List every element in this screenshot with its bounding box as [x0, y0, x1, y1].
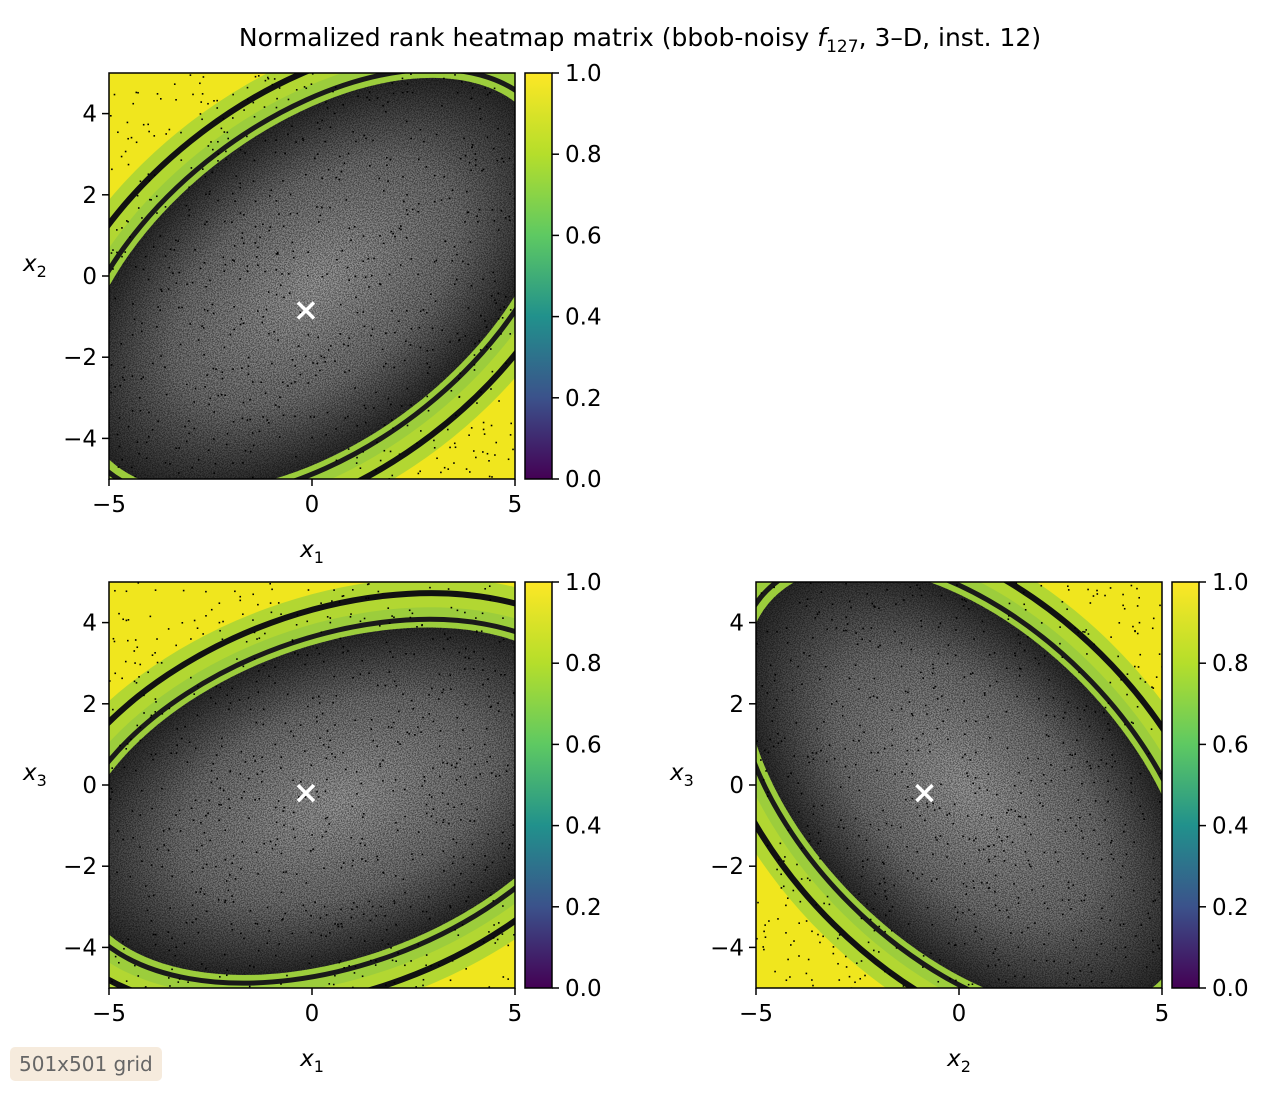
y-tick-label: 0 — [82, 773, 97, 799]
optimum-marker — [296, 783, 316, 803]
grid-size-badge: 501x501 grid — [10, 1047, 162, 1081]
x-tick-label: 5 — [1155, 1001, 1170, 1027]
noise-speckles — [109, 582, 515, 988]
y-tick-label: 2 — [82, 183, 97, 209]
y-axis-label: x3 — [22, 760, 47, 790]
colorbar-tick-label: 0.6 — [565, 732, 602, 758]
x-tick-label: 5 — [508, 492, 523, 518]
colorbar — [524, 72, 553, 480]
heatmap-image — [756, 582, 1162, 988]
basin-noise — [109, 627, 515, 975]
y-tick-label: 4 — [82, 611, 97, 637]
figure-title: Normalized rank heatmap matrix (bbob-noi… — [239, 23, 1041, 57]
basin-noise — [756, 582, 1162, 988]
colorbar-tick-label: 0.0 — [1212, 976, 1249, 1002]
y-tick-label: 4 — [729, 611, 744, 637]
colorbar-tick-label: 1.0 — [565, 570, 602, 596]
panel-x1-x2: −5 0 5 4 2 0 −2 −4 x1 x2 0.0 0.2 0.4 0.6 0.8 1.0 — [22, 61, 602, 567]
colorbar-tick-label: 0.4 — [565, 305, 602, 331]
colorbar-tick-label: 0.4 — [565, 814, 602, 840]
colorbar — [524, 581, 553, 989]
band-contour-outer — [756, 582, 1162, 988]
optimum-marker — [915, 783, 934, 803]
x-tick-label: 5 — [508, 1001, 523, 1027]
band-contour-inner — [109, 73, 515, 479]
x-tick-label: 0 — [305, 492, 320, 518]
y-tick-label: 2 — [729, 692, 744, 718]
y-axis-label: x3 — [669, 760, 694, 790]
colorbar-tick-label: 0.8 — [1212, 651, 1249, 677]
basin-bands — [109, 73, 515, 479]
x-tick-label: −5 — [739, 1001, 773, 1027]
colorbar-tick-label: 1.0 — [565, 61, 602, 87]
heatmap-image — [109, 582, 515, 988]
colorbar — [1171, 581, 1200, 989]
band-contour-outer — [109, 73, 515, 479]
x-tick-label: −5 — [92, 1001, 126, 1027]
colorbar-tick-label: 0.8 — [565, 142, 602, 168]
basin-noise — [109, 77, 515, 479]
band-contour-outer — [109, 590, 515, 988]
x-axis-label: x1 — [299, 1046, 324, 1076]
y-tick-label: 2 — [82, 692, 97, 718]
x-tick-label: −5 — [92, 492, 126, 518]
y-tick-label: −2 — [710, 854, 744, 880]
x-tick-label: 0 — [305, 1001, 320, 1027]
band-contour-inner — [109, 616, 515, 986]
colorbar-tick-label: 1.0 — [1212, 570, 1249, 596]
noise-speckles — [756, 582, 1162, 988]
colorbar-tick-label: 0.2 — [565, 386, 602, 412]
basin-bands — [756, 582, 1162, 988]
y-tick-label: −4 — [63, 426, 97, 452]
colorbar-tick-label: 0.8 — [565, 651, 602, 677]
y-tick-label: 0 — [729, 773, 744, 799]
colorbar-tick-label: 0.2 — [1212, 895, 1249, 921]
noise-speckles — [110, 73, 515, 479]
optimum-marker — [296, 301, 316, 320]
colorbar-tick-label: 0.2 — [565, 895, 602, 921]
x-axis-label: x2 — [946, 1046, 971, 1076]
y-tick-label: −2 — [63, 345, 97, 371]
colorbar-tick-label: 0.6 — [1212, 732, 1249, 758]
y-tick-label: −4 — [710, 935, 744, 961]
heatmap-image — [109, 73, 515, 479]
panel-x1-x3: −5 0 5 4 2 0 −2 −4 x1 x3 0.0 0.2 0.4 0.6 0.8 1.0 — [22, 570, 602, 1076]
basin-bands — [109, 582, 515, 988]
y-tick-label: −4 — [63, 935, 97, 961]
y-tick-label: −2 — [63, 854, 97, 880]
colorbar-tick-label: 0.6 — [565, 223, 602, 249]
panel-x2-x3: −5 0 5 4 2 0 −2 −4 x2 x3 0.0 0.2 0.4 0.6 0.8 1.0 — [669, 570, 1249, 1076]
y-tick-label: 0 — [82, 264, 97, 290]
x-axis-label: x1 — [299, 537, 324, 567]
band-contour-inner — [756, 582, 1162, 988]
colorbar-tick-label: 0.0 — [565, 467, 602, 493]
y-tick-label: 4 — [82, 102, 97, 128]
x-tick-label: 0 — [952, 1001, 967, 1027]
colorbar-tick-label: 0.4 — [1212, 814, 1249, 840]
colorbar-tick-label: 0.0 — [565, 976, 602, 1002]
y-axis-label: x2 — [22, 251, 47, 281]
